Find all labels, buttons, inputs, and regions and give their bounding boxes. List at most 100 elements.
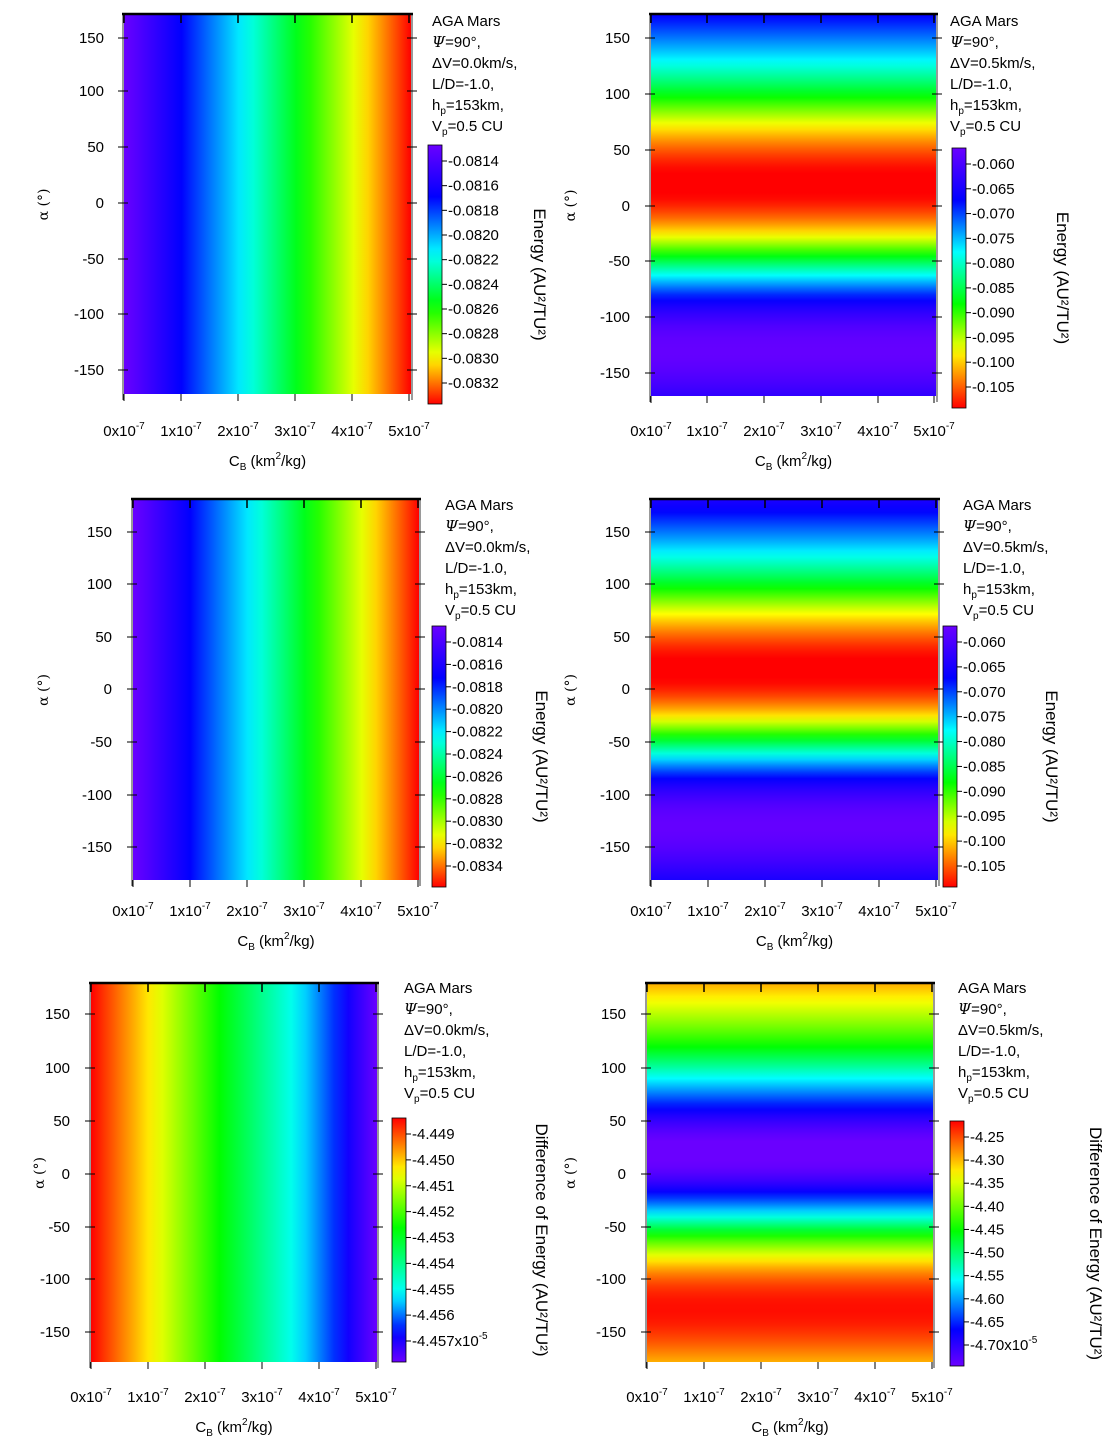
x-tick-label: 1x10-7 (683, 1387, 725, 1406)
x-tick-mantissa: 3x10 (241, 1389, 274, 1406)
info-ld: L/D=-1.0, (958, 1043, 1020, 1060)
y-tick-label: 100 (87, 576, 112, 593)
heatmap-field (91, 984, 377, 1362)
colorbar-tick-label: -4.60 (970, 1291, 1004, 1308)
hp-rest: =153km, (964, 97, 1022, 114)
x-tick-exponent: -7 (891, 901, 900, 912)
x-label-sup: 2 (803, 931, 809, 942)
y-tick-label: 0 (622, 681, 630, 698)
colorbar-tick-value: -0.0822 (452, 724, 503, 741)
y-tick-label: -100 (596, 1271, 626, 1288)
vp-rest: =0.5 CU (448, 118, 503, 135)
colorbar-tick-value: -0.085 (972, 280, 1015, 297)
colorbar-tick-value: -0.0832 (448, 375, 499, 392)
colorbar-tick-label: -4.456 (412, 1307, 455, 1324)
colorbar-tick-label: -0.065 (972, 181, 1015, 198)
x-tick-exponent: -7 (890, 421, 899, 432)
x-tick-label: 3x10-7 (801, 901, 843, 920)
colorbar-tick-label: -4.457x10-5 (412, 1331, 488, 1350)
colorbar-tick-value: -0.0830 (452, 813, 503, 830)
x-tick-label: 0x10-7 (626, 1387, 668, 1406)
x-tick-exponent: -7 (193, 421, 202, 432)
y-tick-label: 50 (95, 629, 112, 646)
x-tick-label: 4x10-7 (858, 901, 900, 920)
info-dv: ΔV=0.5km/s, (958, 1022, 1043, 1039)
x-tick-label: 0x10-7 (630, 421, 672, 440)
x-axis-label: CB (km2/kg) (755, 451, 832, 473)
colorbar-tick-value: -4.40 (970, 1198, 1004, 1215)
x-tick-mantissa: 4x10 (858, 903, 891, 920)
x-tick-mantissa: 1x10 (169, 903, 202, 920)
x-tick-label: 5x10-7 (355, 1387, 397, 1406)
x-axis-label: CB (km2/kg) (237, 931, 314, 953)
y-tick-label: 50 (87, 139, 104, 156)
y-tick-label: -100 (600, 309, 630, 326)
x-label-mid: (km (772, 453, 801, 470)
x-tick-label: 0x10-7 (630, 901, 672, 920)
x-tick-exponent: -7 (830, 1387, 839, 1398)
y-tick-label: 0 (618, 1166, 626, 1183)
info-vp: Vp=0.5 CU (958, 1085, 1029, 1105)
vp-base: V (404, 1085, 414, 1102)
x-label-sub: B (762, 1428, 769, 1439)
hp-sub: p (453, 590, 459, 601)
x-tick-mantissa: 0x10 (630, 903, 663, 920)
colorbar-tick-label: -4.55 (970, 1268, 1004, 1285)
x-tick-exponent: -7 (307, 421, 316, 432)
info-title: AGA Mars (404, 980, 472, 997)
hp-base: h (963, 581, 971, 598)
vp-sub: p (973, 611, 979, 622)
colorbar-tick-value: -4.449 (412, 1126, 455, 1143)
colorbar (942, 625, 958, 888)
x-tick-mantissa: 5x10 (355, 1389, 388, 1406)
info-dv: ΔV=0.0km/s, (404, 1022, 489, 1039)
x-tick-mantissa: 5x10 (913, 423, 946, 440)
colorbar-label: Difference of Energy (AU²/TU²) (1086, 1127, 1105, 1360)
colorbar-tick-value: -0.065 (972, 181, 1015, 198)
vp-base: V (963, 602, 973, 619)
y-tick-label: 150 (601, 1006, 626, 1023)
info-vp: Vp=0.5 CU (963, 602, 1034, 622)
x-label-mid: (km (769, 1419, 798, 1436)
x-tick-label: 4x10-7 (340, 901, 382, 920)
psi-symbol: Ψ (950, 33, 964, 51)
x-tick-exponent: -7 (887, 1387, 896, 1398)
info-vp: Vp=0.5 CU (432, 118, 503, 138)
x-tick-label: 3x10-7 (283, 901, 325, 920)
y-tick-label: 0 (96, 195, 104, 212)
x-label-post: /kg) (808, 933, 833, 950)
colorbar-tick-value: -0.100 (963, 833, 1006, 850)
hp-sub: p (440, 106, 446, 117)
colorbar-tick-value: -0.0822 (448, 252, 499, 269)
colorbar-tick-label: -0.0814 (448, 153, 499, 170)
colorbar-tick-value: -0.0834 (452, 858, 503, 875)
colorbar-tick-value: -4.457x10 (412, 1333, 479, 1350)
colorbar-tick-value: -4.65 (970, 1314, 1004, 1331)
x-tick-label: 5x10-7 (911, 1387, 953, 1406)
x-tick-exponent: -7 (946, 421, 955, 432)
colorbar-tick-value: -4.55 (970, 1268, 1004, 1285)
info-title: AGA Mars (963, 497, 1031, 514)
x-tick-exponent: -7 (948, 901, 957, 912)
x-tick-exponent: -7 (373, 901, 382, 912)
x-tick-label: 4x10-7 (854, 1387, 896, 1406)
vp-base: V (950, 118, 960, 135)
colorbar-tick-label: -0.075 (972, 230, 1015, 247)
colorbar-tick-value: -4.35 (970, 1175, 1004, 1192)
y-tick-label: 50 (53, 1113, 70, 1130)
colorbar-tick-label: -0.080 (963, 734, 1006, 751)
info-hp: hp=153km, (950, 97, 1022, 117)
x-tick-exponent: -7 (719, 421, 728, 432)
info-dv: ΔV=0.5km/s, (963, 539, 1048, 556)
x-tick-exponent: -7 (663, 421, 672, 432)
colorbar-label: Energy (AU²/TU²) (530, 208, 549, 340)
y-tick-label: -50 (608, 253, 630, 270)
x-label-mid: (km (773, 933, 802, 950)
x-tick-mantissa: 5x10 (388, 423, 421, 440)
colorbar-tick-label: -0.0824 (452, 746, 503, 763)
info-hp: hp=153km, (432, 97, 504, 117)
x-tick-exponent: -7 (160, 1387, 169, 1398)
colorbar-tick-label: -0.0834 (452, 858, 503, 875)
x-tick-label: 1x10-7 (687, 901, 729, 920)
vp-sub: p (960, 127, 966, 138)
